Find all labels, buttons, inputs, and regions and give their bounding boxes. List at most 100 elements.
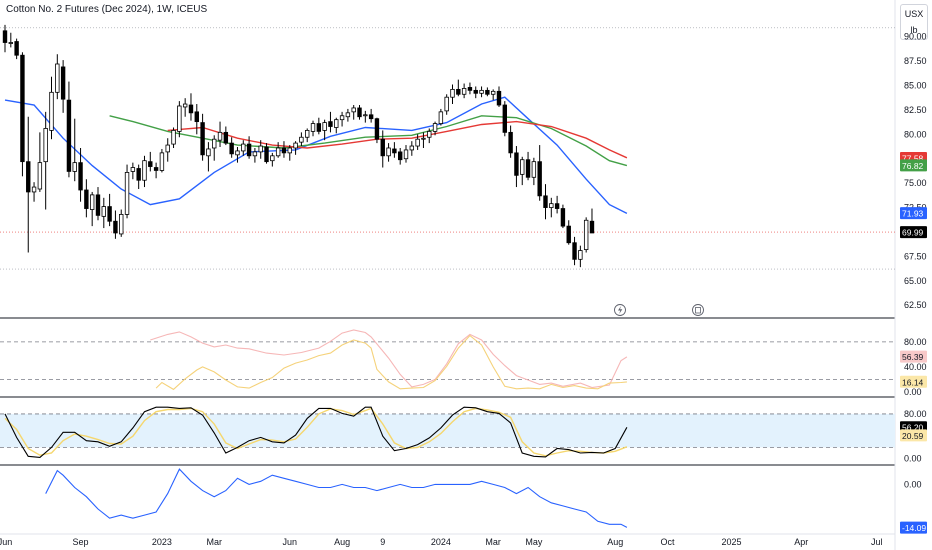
candle-body — [578, 250, 583, 260]
candle-body — [537, 161, 542, 197]
candle-body — [461, 88, 467, 95]
candle-body — [130, 167, 136, 172]
candle-body — [392, 148, 397, 154]
candle-body — [31, 186, 37, 193]
candle-body — [55, 63, 60, 93]
last-price-value-label-bg — [900, 226, 927, 239]
unit-label: lb — [910, 25, 918, 35]
rsi-tick-label: 40.00 — [904, 362, 927, 372]
rsi-a-line — [150, 329, 628, 389]
candle-body — [339, 115, 345, 121]
time-tick-label: Jun — [0, 537, 12, 547]
time-tick-label: Mar — [206, 537, 222, 547]
price-tick-label: 85.00 — [904, 80, 927, 90]
oscillator-panel: 0.00 -14.09 — [45, 468, 927, 534]
candle-body — [95, 194, 101, 216]
candle-body — [351, 107, 356, 113]
price-tick-label: 65.00 — [904, 276, 927, 286]
stochastic-d-value-label: 20.59 — [902, 431, 924, 441]
calendar-event-icon-glyph — [695, 307, 701, 314]
candle-body — [229, 142, 234, 155]
lightning-icon[interactable] — [614, 304, 626, 316]
candle-body — [119, 214, 124, 235]
price-tick-label: 80.00 — [904, 129, 927, 139]
candle-body — [589, 220, 595, 234]
candle-body — [485, 89, 490, 95]
time-tick-label: May — [525, 537, 543, 547]
candle-body — [124, 172, 130, 215]
candle-body — [299, 136, 304, 143]
currency-unit-selector[interactable]: USX lb — [900, 4, 928, 40]
last-price-value-label: 69.99 — [902, 228, 924, 238]
candle-body — [89, 194, 95, 210]
candle-body — [583, 219, 589, 250]
candle-body — [386, 147, 391, 157]
stochastic-d-line — [4, 407, 628, 457]
time-tick-label: Jul — [871, 537, 883, 547]
candle-body — [275, 147, 281, 157]
candle-body — [43, 128, 48, 163]
candles-group — [2, 24, 595, 268]
candle-body — [2, 30, 8, 43]
candle-body — [252, 151, 258, 157]
candle-body — [374, 118, 380, 140]
candle-body — [490, 90, 496, 95]
stochastic-tick-label: 0.00 — [904, 454, 922, 464]
time-tick-label: Jun — [283, 537, 298, 547]
candle-body — [345, 112, 351, 118]
rsi-tick-label: 80.00 — [904, 337, 927, 347]
time-tick-label: 9 — [380, 537, 385, 547]
price-tick-label: 87.50 — [904, 56, 927, 66]
candle-body — [153, 167, 159, 171]
sma-fast-line — [4, 96, 628, 215]
candle-body — [560, 208, 566, 227]
stochastic-tick-label: 80.00 — [904, 409, 927, 419]
candle-body — [473, 89, 478, 94]
price-tick-label: 67.50 — [904, 251, 927, 261]
candle-body — [479, 89, 484, 94]
calendar-event-icon-circle — [692, 304, 704, 316]
rsi-b-value-label: 16.14 — [902, 377, 924, 387]
sma-fast-value-label-bg — [900, 207, 927, 220]
oscillator-line — [45, 468, 628, 528]
candle-body — [293, 142, 298, 149]
candle-body — [241, 143, 246, 152]
candle-body — [357, 107, 362, 118]
sma-mid-value-label-bg — [900, 159, 927, 172]
candle-body — [26, 161, 31, 193]
candle-body — [49, 91, 54, 131]
candle-body — [322, 122, 327, 131]
candle-body — [316, 123, 322, 132]
oscillator-value-label-bg — [900, 521, 927, 534]
rsi-b-line — [155, 334, 627, 391]
candle-body — [502, 104, 508, 133]
time-tick-label: 2023 — [152, 537, 172, 547]
candle-body — [310, 123, 316, 132]
candle-body — [194, 111, 199, 123]
candle-body — [136, 168, 141, 181]
time-tick-label: Oct — [661, 537, 676, 547]
candle-body — [566, 225, 571, 244]
candle-body — [305, 130, 310, 138]
candle-body — [508, 131, 513, 154]
candle-body — [554, 203, 560, 209]
lightning-icon-glyph — [618, 306, 623, 314]
candle-body — [368, 114, 374, 120]
sma-mid-line — [109, 115, 628, 167]
candle-body — [334, 119, 339, 128]
candle-body — [467, 87, 473, 91]
candle-body — [543, 195, 548, 208]
candle-body — [159, 152, 165, 171]
stochastic-k-value-label: 56.20 — [902, 423, 924, 433]
candle-body — [20, 54, 25, 163]
candle-body — [572, 242, 577, 260]
candle-body — [66, 99, 72, 172]
calendar-event-icon[interactable] — [692, 304, 704, 316]
time-tick-label: 2025 — [721, 537, 741, 547]
candle-body — [264, 146, 269, 163]
time-tick-label: Aug — [607, 537, 623, 547]
sma-fast-value-label: 71.93 — [902, 209, 924, 219]
candle-body — [217, 131, 223, 141]
sma-slow-value-label: 77.58 — [902, 153, 924, 163]
